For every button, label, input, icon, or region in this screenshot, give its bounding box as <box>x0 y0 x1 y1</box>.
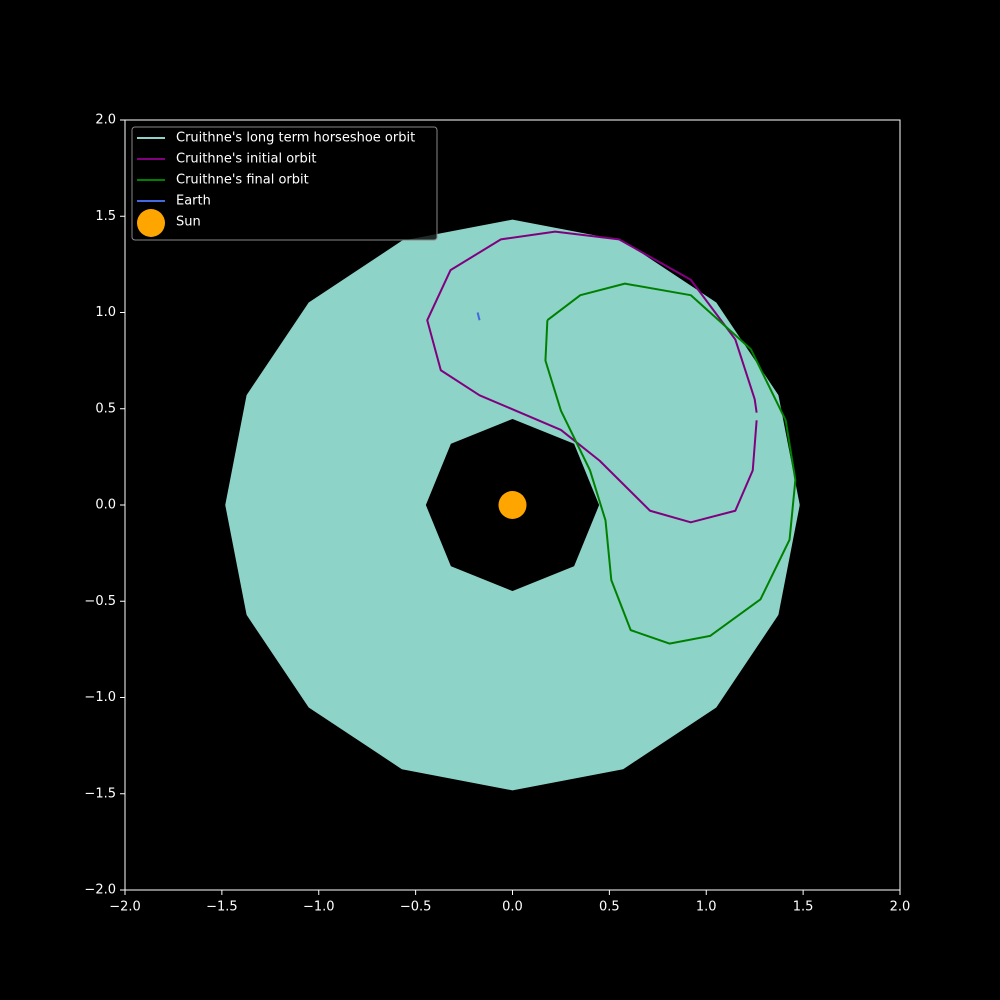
scatter-point <box>498 491 527 519</box>
legend-marker <box>137 209 165 237</box>
y-tick-label: −1.0 <box>84 690 116 705</box>
legend-label: Cruithne's final orbit <box>176 173 309 188</box>
x-tick-label: −0.5 <box>400 900 432 915</box>
x-tick-label: 0.0 <box>502 900 523 915</box>
y-tick-label: −0.5 <box>84 594 116 609</box>
y-tick-label: 0.0 <box>95 498 116 513</box>
legend-label: Cruithne's long term horseshoe orbit <box>176 131 415 146</box>
x-tick-label: 0.5 <box>599 900 620 915</box>
legend-label: Cruithne's initial orbit <box>176 152 316 167</box>
legend: Cruithne's long term horseshoe orbit Crui… <box>131 126 438 241</box>
y-tick-label: −2.0 <box>84 883 116 898</box>
orbit-line <box>544 282 797 645</box>
x-tick-label: −2.0 <box>109 900 141 915</box>
x-tick-label: 2.0 <box>890 900 911 915</box>
legend-label: Sun <box>176 215 201 230</box>
y-tick-label: 0.5 <box>95 401 116 416</box>
y-tick-label: 1.5 <box>95 209 116 224</box>
x-tick-label: −1.0 <box>303 900 335 915</box>
y-tick-label: 2.0 <box>95 113 116 128</box>
legend-label: Earth <box>176 194 211 209</box>
x-tick-label: 1.0 <box>696 900 717 915</box>
y-tick-label: −1.5 <box>84 786 116 801</box>
orbit-line <box>426 230 758 524</box>
x-tick-label: −1.5 <box>206 900 238 915</box>
x-tick-label: 1.5 <box>793 900 814 915</box>
orbit-line <box>476 312 481 321</box>
y-tick-label: 1.0 <box>95 305 116 320</box>
legend-box <box>131 126 438 241</box>
horseshoe-region <box>225 219 800 791</box>
